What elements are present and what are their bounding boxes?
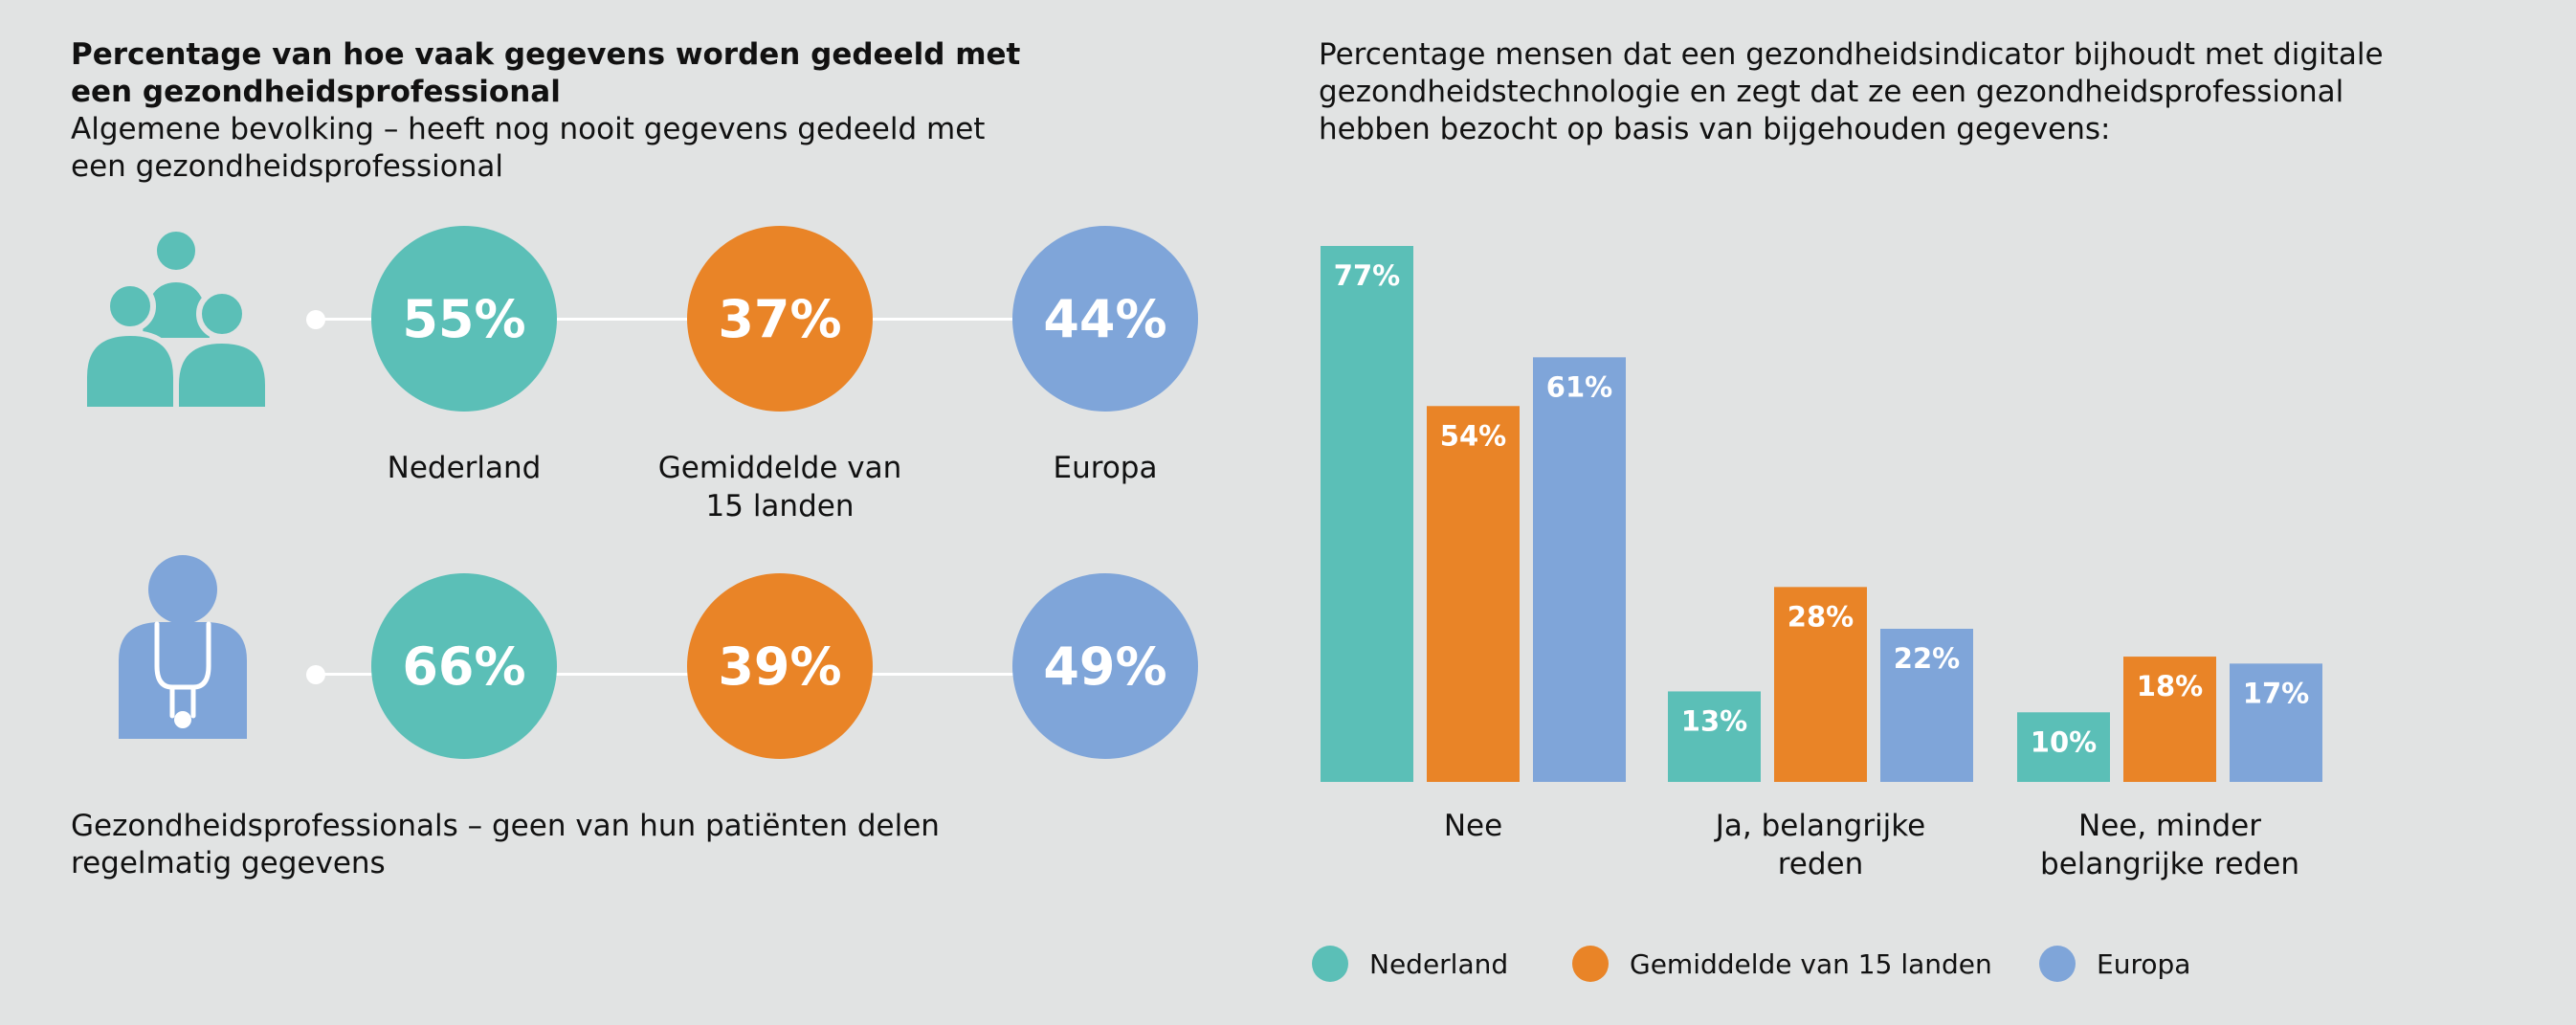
- legend-item-europa: Europa: [2039, 946, 2190, 982]
- bar-nee-europa: [1533, 357, 1626, 782]
- legend-label-nederland: Nederland: [1369, 947, 1509, 980]
- label-nederland: Nederland: [387, 451, 542, 485]
- legend-item-nederland: Nederland: [1312, 946, 1508, 982]
- bar-nee-minder-belangrijke-reden-gemiddelde-van-15-landen: [2123, 657, 2216, 782]
- row1-gemiddelde-circle: 37%: [687, 226, 873, 412]
- category-label-ja-belangrijke-reden: Ja, belangrijke reden: [1714, 809, 1925, 881]
- data-label-ja-belangrijke-reden-gemiddelde-van-15-landen: 28%: [1788, 600, 1854, 633]
- data-label-nee-minder-belangrijke-reden-nederland: 10%: [2031, 725, 2097, 758]
- bar-nee-nederland: [1321, 246, 1413, 782]
- category-label-nee-minder-belangrijke-reden: Nee, minder belangrijke reden: [2040, 809, 2299, 881]
- data-label-nee-europa: 61%: [1546, 370, 1612, 403]
- left-subtitle: Algemene bevolking – heeft nog nooit geg…: [71, 112, 986, 184]
- bar-nee-minder-belangrijke-reden-europa: [2230, 663, 2322, 782]
- data-label-nee-minder-belangrijke-reden-gemiddelde-van-15-landen: 18%: [2137, 670, 2203, 702]
- bar-nee-minder-belangrijke-reden-nederland: [2017, 712, 2110, 782]
- left-title: Percentage van hoe vaak gegevens worden …: [71, 37, 1021, 109]
- row2-europa-circle: 49%: [1012, 573, 1198, 759]
- doctor-stethoscope-icon: [113, 555, 253, 739]
- row1-nederland-circle: 55%: [371, 226, 557, 412]
- bar-ja-belangrijke-reden-gemiddelde-van-15-landen: [1774, 587, 1867, 782]
- legend-dot-gemiddelde: [1572, 946, 1609, 982]
- left-footer-caption: Gezondheidsprofessionals – geen van hun …: [71, 809, 940, 880]
- data-label-nee-gemiddelde-van-15-landen: 54%: [1440, 419, 1506, 452]
- legend-item-gemiddelde: Gemiddelde van 15 landen: [1572, 946, 1992, 982]
- bar-ja-belangrijke-reden-nederland: [1668, 691, 1761, 782]
- data-label-ja-belangrijke-reden-europa: 22%: [1894, 642, 1960, 675]
- legend-dot-europa: [2039, 946, 2076, 982]
- label-europa: Europa: [1053, 451, 1158, 485]
- row1-europa-circle: 44%: [1012, 226, 1198, 412]
- bar-ja-belangrijke-reden-europa: [1880, 629, 1973, 782]
- data-label-ja-belangrijke-reden-nederland: 13%: [1681, 704, 1747, 737]
- legend-dot-nederland: [1312, 946, 1348, 982]
- bar-nee-gemiddelde-van-15-landen: [1427, 406, 1520, 782]
- label-gemiddelde: Gemiddelde van 15 landen: [657, 451, 902, 524]
- legend-label-gemiddelde: Gemiddelde van 15 landen: [1630, 947, 1992, 980]
- left-title-block: Percentage van hoe vaak gegevens worden …: [71, 36, 1028, 186]
- legend-label-europa: Europa: [2097, 947, 2191, 980]
- row2-gemiddelde-circle: 39%: [687, 573, 873, 759]
- right-title: Percentage mensen dat een gezondheidsind…: [1319, 37, 2384, 146]
- group-people-icon: [81, 226, 271, 413]
- category-label-nee: Nee: [1444, 809, 1502, 843]
- row2-nederland-circle: 66%: [371, 573, 557, 759]
- data-label-nee-nederland: 77%: [1334, 259, 1400, 292]
- data-label-nee-minder-belangrijke-reden-europa: 17%: [2243, 677, 2309, 709]
